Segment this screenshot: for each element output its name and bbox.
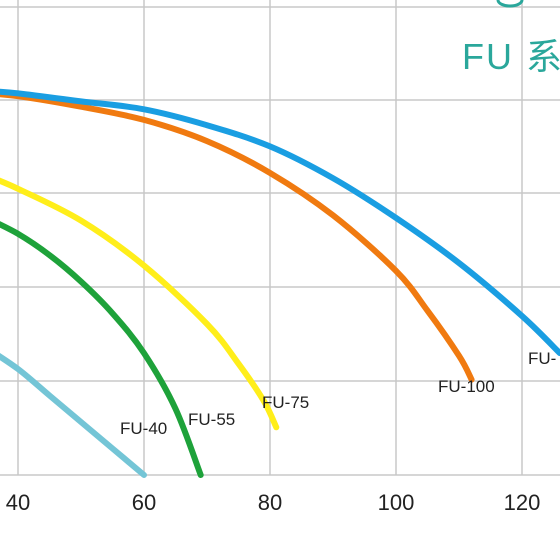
series-line-fu-75 [0,177,280,431]
x-tick-label: 100 [378,490,415,515]
series-label: FU-55 [188,410,235,429]
series-label: FU-40 [120,419,167,438]
series-label: FU- [528,349,556,368]
grid [0,0,560,476]
series-line-fu-100 [0,91,475,383]
series-label: FU-100 [438,377,495,396]
chart-title: FU 系 [462,36,560,77]
x-tick-label: 120 [504,490,541,515]
series-line-fu-55 [0,221,204,478]
series-line-fu-40 [0,352,147,478]
x-tick-labels: 40 60 80 100 120 [6,490,541,515]
x-tick-label: 60 [132,490,156,515]
x-tick-label: 40 [6,490,30,515]
series-label: FU-75 [262,393,309,412]
series-group [0,88,560,478]
x-tick-label: 80 [258,490,282,515]
cropped-heading-fragment [496,0,524,8]
series-labels: FU-40 FU-55 FU-75 FU-100 FU- [120,349,556,438]
series-line-fu [0,88,560,357]
